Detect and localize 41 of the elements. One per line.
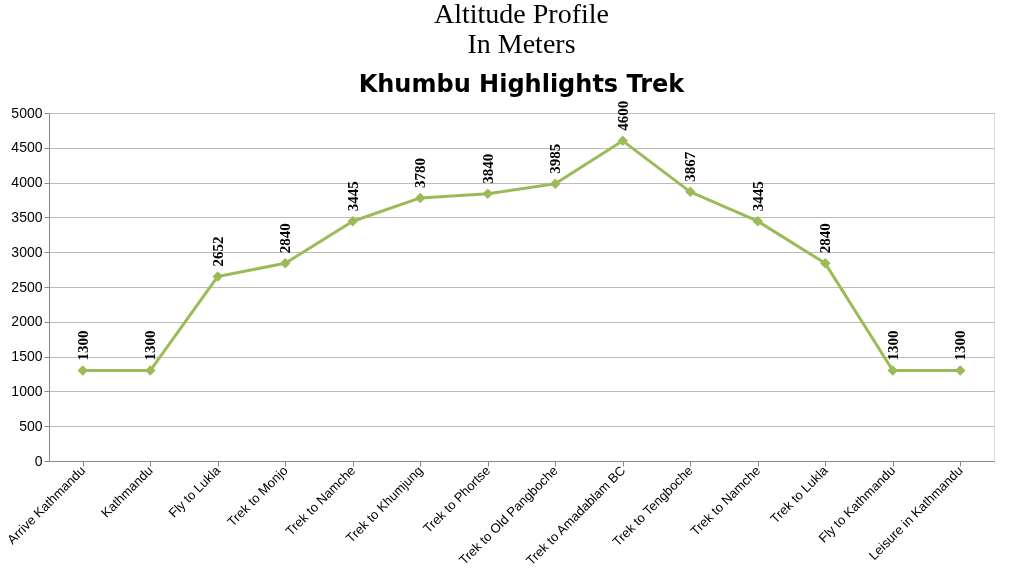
data-label: 4600 [614, 100, 631, 131]
point [685, 186, 696, 198]
y-tick-label: 500 [19, 417, 43, 434]
point [550, 178, 561, 189]
data-label: 1300 [74, 330, 91, 361]
y-tick-label: 4000 [11, 174, 43, 191]
data-label: 3867 [682, 151, 699, 182]
point [820, 258, 831, 269]
point [617, 135, 628, 147]
data-label: 3445 [749, 181, 766, 212]
data-label: 1300 [952, 330, 969, 361]
data-label: 1300 [884, 330, 901, 361]
data-label: 3840 [479, 153, 496, 184]
chart-title: Altitude Profile In Meters [434, 0, 609, 59]
point [482, 188, 493, 199]
data-label: 2840 [817, 223, 834, 254]
y-tick-label: 1500 [11, 348, 43, 365]
y-tick-label: 4500 [11, 139, 43, 156]
y-tick-label: 3500 [11, 208, 43, 225]
point [415, 192, 426, 204]
chart-subtitle: Khumbu Highlights Trek [358, 69, 686, 98]
point [347, 215, 358, 227]
data-label: 2652 [209, 236, 226, 267]
point [77, 365, 88, 376]
y-tick-label: 1000 [11, 382, 43, 399]
data-label: 3445 [344, 181, 361, 212]
data-label: 3780 [412, 157, 429, 188]
point [280, 258, 291, 269]
point [212, 271, 223, 282]
point [955, 365, 966, 376]
y-tick-label: 5000 [11, 104, 43, 121]
y-tick-label: 2000 [11, 313, 43, 330]
y-tick-label: 3000 [11, 243, 43, 260]
data-label: 3985 [547, 143, 564, 174]
point [752, 215, 763, 227]
point [887, 365, 898, 376]
y-tick-label: 2500 [11, 278, 43, 295]
point [145, 365, 156, 376]
y-tick-label: 0 [34, 452, 43, 469]
data-label: 2840 [277, 223, 294, 254]
data-label: 1300 [142, 330, 159, 361]
